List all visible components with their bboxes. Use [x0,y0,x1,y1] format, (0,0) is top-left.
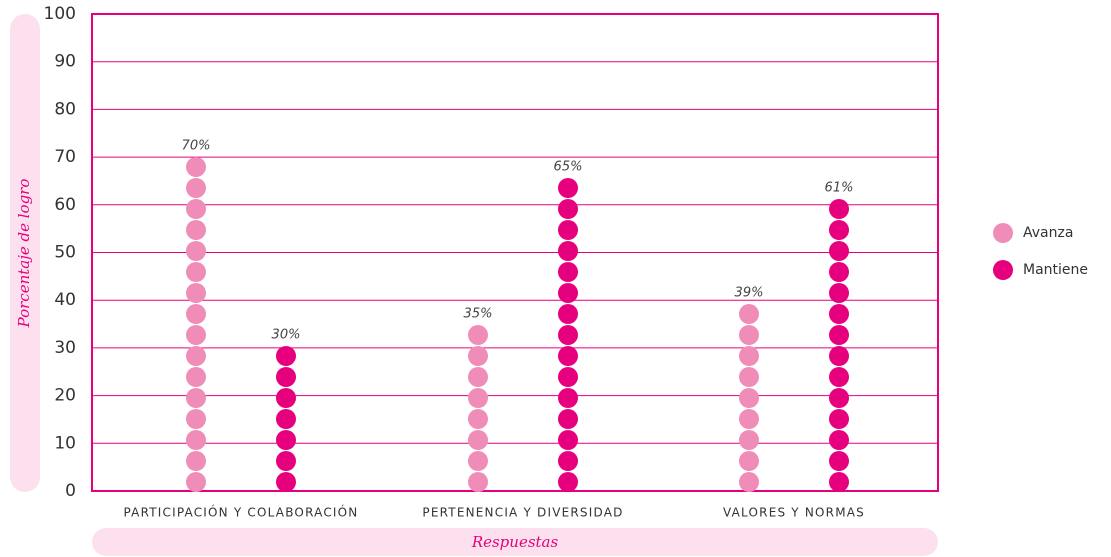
dot [186,472,206,492]
dot [186,451,206,471]
dot [186,241,206,261]
y-tick-label: 60 [54,195,76,215]
dot [829,388,849,408]
dot [468,346,488,366]
dot [468,325,488,345]
dot [739,388,759,408]
dot [829,346,849,366]
dot [558,472,578,492]
y-tick-label: 80 [54,99,76,119]
dot [186,430,206,450]
dot [468,367,488,387]
dot [468,409,488,429]
dot [558,430,578,450]
dot [558,388,578,408]
dot [829,451,849,471]
plot-frame [91,13,939,492]
y-label-pill [10,14,40,492]
y-tick-label: 100 [44,4,76,24]
dot [558,220,578,240]
dot [186,346,206,366]
dot [739,346,759,366]
dot [829,472,849,492]
dot [739,451,759,471]
dot [186,178,206,198]
dot [558,346,578,366]
dot [276,367,296,387]
y-axis-label: Porcentaje de logro [15,179,33,329]
dot [468,451,488,471]
dot [829,325,849,345]
y-tick-label: 40 [54,290,76,310]
legend-label: Mantiene [1023,262,1088,278]
dot [186,304,206,324]
dot [829,283,849,303]
dot [558,304,578,324]
dot [829,367,849,387]
dot [276,346,296,366]
y-tick-label: 20 [54,386,76,406]
dot [468,430,488,450]
dot [558,241,578,261]
legend-swatch [993,260,1013,280]
x-tick-label: PARTICIPACIÓN Y COLABORACIÓN [124,505,359,520]
x-label-pill [92,528,938,556]
legend-label: Avanza [1023,225,1073,241]
value-label: 61% [825,181,854,196]
dot [468,472,488,492]
x-axis-label: Respuestas [471,533,559,551]
dot [276,451,296,471]
dot [186,262,206,282]
dot [558,283,578,303]
value-label: 30% [272,328,301,343]
dot [829,241,849,261]
y-tick-label: 90 [54,52,76,72]
dot [739,367,759,387]
dot [558,178,578,198]
y-tick-label: 30 [54,338,76,358]
dot [186,325,206,345]
dot [276,472,296,492]
dot [739,472,759,492]
dot [829,304,849,324]
value-label: 39% [735,286,764,301]
dot [186,409,206,429]
y-tick-label: 0 [65,481,76,501]
dot [186,388,206,408]
dot [739,304,759,324]
dot [558,325,578,345]
value-label: 70% [182,139,211,154]
dot [829,409,849,429]
dot [739,409,759,429]
dot [276,409,296,429]
dot [186,199,206,219]
dot [739,430,759,450]
value-label: 35% [464,307,493,322]
x-tick-label: VALORES Y NORMAS [723,506,865,520]
y-tick-label: 50 [54,243,76,263]
dot [186,283,206,303]
dot [276,388,296,408]
dot [829,262,849,282]
dot [829,220,849,240]
dot [558,451,578,471]
legend-swatch [993,223,1013,243]
dot [558,367,578,387]
y-tick-label: 70 [54,147,76,167]
dot [186,367,206,387]
y-tick-label: 10 [54,433,76,453]
x-tick-label: PERTENENCIA Y DIVERSIDAD [422,506,623,520]
value-label: 65% [554,160,583,175]
dot [558,199,578,219]
dot [186,157,206,177]
dot [829,430,849,450]
dot [829,199,849,219]
dot [739,325,759,345]
dot [186,220,206,240]
dot [468,388,488,408]
dot [276,430,296,450]
dot [558,409,578,429]
dot [558,262,578,282]
